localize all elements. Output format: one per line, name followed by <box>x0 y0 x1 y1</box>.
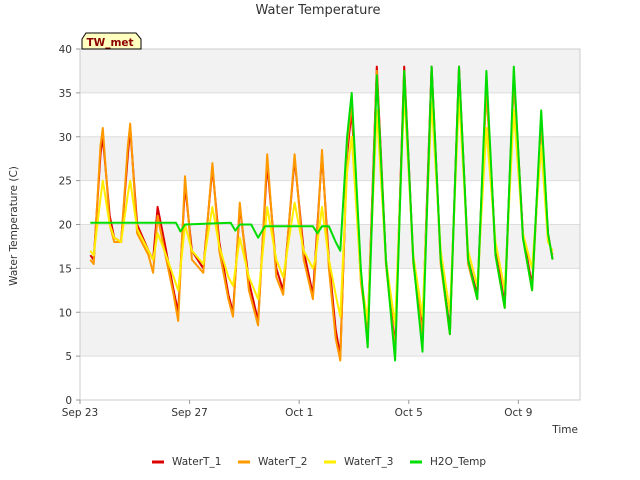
series-line-h2o-temp <box>90 65 554 362</box>
grid-band <box>80 49 580 93</box>
plot-background <box>79 48 581 401</box>
station-badge: TW_met <box>81 32 142 50</box>
grid-band <box>80 136 580 181</box>
legend-label-watert-2: WaterT_2 <box>258 456 307 468</box>
y-tick-label: 25 <box>59 176 72 188</box>
y-tick-label: 5 <box>65 351 72 363</box>
x-axis-label: Time <box>551 424 578 436</box>
grid-band <box>80 312 580 357</box>
legend-label-watert-3: WaterT_3 <box>344 456 393 468</box>
y-tick-label: 20 <box>59 220 72 232</box>
y-tick-label: 15 <box>59 263 72 275</box>
x-tick-label: Sep 27 <box>171 407 208 419</box>
badge-label: TW_met <box>86 37 133 49</box>
y-tick-label: 40 <box>59 44 72 56</box>
x-tick-label: Oct 5 <box>395 407 423 419</box>
y-axis-label: Water Temperature (C) <box>8 166 20 286</box>
y-tick-label: 0 <box>65 395 72 407</box>
y-tick-label: 10 <box>59 307 72 319</box>
chart-title: Water Temperature <box>256 3 381 18</box>
badge-shape <box>81 32 142 50</box>
x-tick-label: Sep 23 <box>62 407 99 419</box>
x-tick-label: Oct 9 <box>504 407 532 419</box>
x-tick-label: Oct 1 <box>285 407 313 419</box>
legend-label-h2o-temp: H2O_Temp <box>430 456 486 468</box>
y-tick-label: 35 <box>59 88 72 100</box>
legend-label-watert-1: WaterT_1 <box>172 456 221 468</box>
y-axis-ticks: 0 5 10 15 20 25 30 35 40 <box>59 44 80 407</box>
series-layer <box>89 65 554 362</box>
legend: WaterT_1 WaterT_2 WaterT_3 H2O_Temp <box>152 456 486 468</box>
x-axis-ticks: Sep 23 Sep 27 Oct 1 Oct 5 Oct 9 <box>62 400 532 419</box>
y-tick-label: 30 <box>59 132 72 144</box>
